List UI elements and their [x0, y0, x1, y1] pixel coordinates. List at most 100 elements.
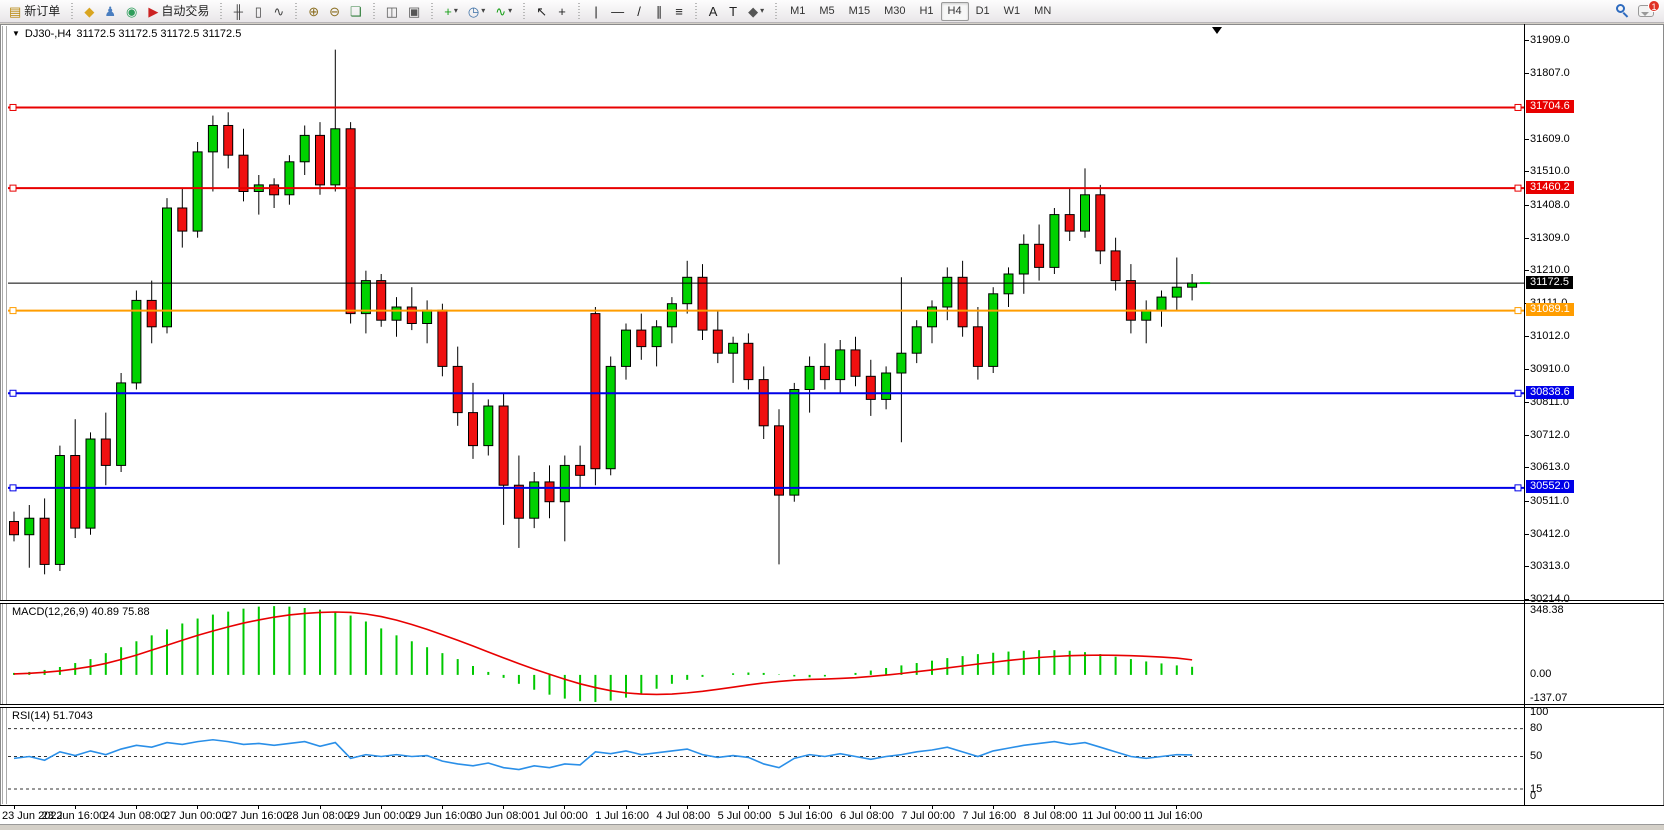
chat-icon[interactable]: 1 — [1638, 0, 1660, 17]
candle-body[interactable] — [728, 342, 739, 354]
candle-body[interactable] — [39, 517, 50, 565]
candle-body[interactable] — [1064, 214, 1075, 232]
dropdown-caret-icon[interactable]: ▾ — [508, 6, 513, 15]
equidistant-channel-button[interactable]: ∥ — [649, 2, 669, 21]
bar-chart-button[interactable]: ╫ — [228, 2, 248, 21]
candle-body[interactable] — [269, 184, 280, 196]
dropdown-caret-icon[interactable]: ▾ — [481, 6, 486, 15]
candle-body[interactable] — [881, 372, 892, 400]
trendline-button[interactable]: / — [629, 2, 649, 21]
timeframe-h1-button[interactable]: H1 — [919, 4, 934, 17]
new-order-button[interactable]: ▤ 新订单 — [9, 3, 61, 19]
candle-body[interactable] — [360, 280, 371, 315]
timeframe-m30-button[interactable]: M30 — [884, 4, 906, 17]
candle-body[interactable] — [238, 154, 249, 192]
candle-body[interactable] — [1171, 286, 1182, 298]
line-handle[interactable] — [9, 184, 17, 192]
candle-body[interactable] — [911, 326, 922, 354]
period-clock-button[interactable]: ◷ ▾ — [463, 2, 490, 21]
candle-body[interactable] — [422, 309, 433, 325]
candle-body[interactable] — [651, 326, 662, 348]
candle-body[interactable] — [605, 365, 616, 470]
auto-trading-button[interactable]: ▶ 自动交易 — [148, 3, 210, 19]
candle-body[interactable] — [942, 276, 953, 308]
candle-body[interactable] — [697, 276, 708, 331]
candle-body[interactable] — [529, 481, 540, 519]
line-handle[interactable] — [9, 389, 17, 397]
price-chart-panel[interactable] — [8, 24, 1524, 605]
search-icon[interactable] — [1616, 4, 1630, 18]
candle-body[interactable] — [957, 276, 968, 328]
candle-body[interactable] — [24, 517, 35, 536]
candle-body[interactable] — [85, 438, 96, 529]
candle-body[interactable] — [1003, 273, 1014, 295]
candle-body[interactable] — [483, 405, 494, 447]
candle-body[interactable] — [406, 306, 417, 325]
candle-body[interactable] — [223, 124, 234, 156]
candle-body[interactable] — [819, 365, 830, 381]
candle-body[interactable] — [804, 365, 815, 391]
candle-body[interactable] — [621, 329, 631, 367]
timeframe-m5-button[interactable]: M5 — [819, 4, 835, 17]
candle-body[interactable] — [988, 293, 999, 367]
candle-body[interactable] — [1187, 282, 1198, 288]
candle-body[interactable] — [850, 349, 861, 377]
history-center-button[interactable]: ◆ — [79, 2, 99, 21]
arrange-windows-button[interactable]: ◫ — [381, 2, 403, 21]
candle-body[interactable] — [345, 128, 356, 315]
profile-button[interactable]: ♟ — [99, 2, 121, 21]
timeframe-mn-button[interactable]: MN — [1034, 4, 1052, 17]
line-handle[interactable] — [1514, 389, 1522, 397]
text-label-button[interactable]: T — [723, 2, 743, 21]
candle-body[interactable] — [1141, 309, 1152, 321]
candle-body[interactable] — [1080, 194, 1090, 232]
candle-body[interactable] — [131, 299, 142, 384]
dropdown-caret-icon[interactable]: ▾ — [760, 6, 765, 15]
candle-body[interactable] — [1110, 250, 1121, 282]
timeframe-m1-button[interactable]: M1 — [790, 4, 806, 17]
line-handle[interactable] — [1514, 484, 1522, 492]
candle-body[interactable] — [192, 151, 203, 232]
candle-body[interactable] — [207, 124, 218, 153]
line-chart-button[interactable]: ∿ — [268, 2, 289, 21]
line-handle[interactable] — [9, 307, 17, 315]
candle-body[interactable] — [927, 306, 937, 328]
candle-body[interactable] — [835, 349, 846, 381]
chart-shift-marker[interactable] — [1212, 27, 1222, 34]
candle-body[interactable] — [315, 134, 325, 186]
zoom-in-button[interactable]: ⊕ — [303, 2, 324, 21]
text-button[interactable]: A — [703, 2, 723, 21]
line-handle[interactable] — [1514, 103, 1522, 111]
cascade-windows-button[interactable]: ▣ — [403, 2, 425, 21]
fibonacci-button[interactable]: ≡ — [669, 2, 689, 21]
candle-body[interactable] — [682, 276, 693, 305]
candle-body[interactable] — [1156, 296, 1167, 311]
candle-body[interactable] — [330, 128, 341, 186]
candle-body[interactable] — [758, 379, 769, 427]
line-handle[interactable] — [9, 484, 17, 492]
candle-body[interactable] — [1034, 243, 1045, 268]
rsi-panel[interactable] — [8, 708, 1524, 805]
candle-body[interactable] — [391, 306, 402, 321]
time-axis[interactable]: 23 Jun 2022 23 Jun 16:00 24 Jun 08:00 27 Ju… — [0, 806, 1664, 824]
candle-body[interactable] — [437, 309, 448, 367]
candle-body[interactable] — [590, 313, 601, 470]
candle-body[interactable] — [774, 425, 784, 496]
horizontal-line-button[interactable]: — — [606, 2, 629, 21]
candle-body[interactable] — [177, 207, 188, 232]
timeframe-w1-button[interactable]: W1 — [1003, 4, 1021, 17]
indicators-button[interactable]: ∿ ▾ — [490, 2, 517, 21]
candle-body[interactable] — [1049, 214, 1060, 268]
candle-body[interactable] — [498, 405, 509, 486]
signals-button[interactable]: ◉ — [121, 2, 142, 21]
candle-body[interactable] — [70, 455, 81, 529]
candle-body[interactable] — [146, 299, 157, 328]
candle-body[interactable] — [54, 455, 65, 565]
line-handle[interactable] — [1514, 184, 1522, 192]
candle-body[interactable] — [865, 375, 876, 400]
crosshair-button[interactable]: + — [552, 2, 572, 21]
candle-body[interactable] — [116, 382, 127, 466]
candle-body[interactable] — [162, 207, 172, 328]
candle-body[interactable] — [299, 134, 310, 163]
symbol-dropdown-icon[interactable]: ▼ — [12, 29, 20, 38]
